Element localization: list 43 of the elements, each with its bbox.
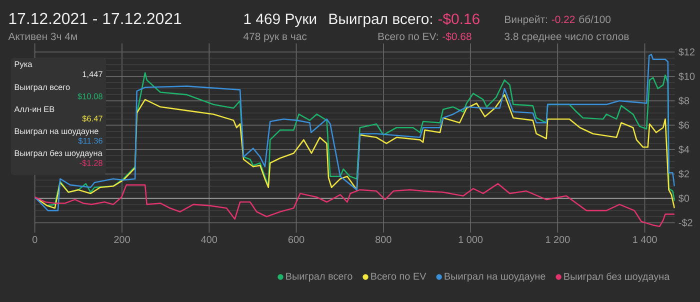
annotation: $11.36 — [78, 137, 102, 144]
text: 3.8 среднее число столов — [504, 32, 629, 42]
chart-title: 17.12.2021 - 17.12.2021 — [9, 12, 182, 24]
y-tick-label: $6 — [678, 121, 690, 130]
text: Всего по EV: — [378, 32, 438, 40]
line-series — [34, 183, 675, 228]
chart-subtitle: Активен 3ч 4м — [8, 32, 77, 40]
legend-label: Всего по EV — [371, 272, 426, 280]
text: 478 рук в час — [243, 32, 307, 42]
annotation: Выиграл всего — [14, 84, 70, 92]
text: Выиграл всего: — [329, 14, 432, 28]
x-tick-label: 600 — [288, 236, 304, 244]
text: Рука — [14, 61, 32, 69]
x-tick-label: 1 000 — [458, 236, 483, 244]
y-tick-label: -$2 — [678, 218, 692, 227]
annotation: Выиграл на шоудауне — [14, 128, 98, 136]
text: -$0.68 — [442, 32, 472, 41]
x-tick-label: 0 — [32, 236, 38, 244]
x-tick-label: 1 200 — [546, 236, 570, 244]
annotation: $6.47 — [82, 115, 102, 122]
y-tick-label: $0 — [678, 194, 690, 202]
legend-label: Выиграл на шоудауне — [444, 272, 546, 282]
x-tick-label: 1 400 — [633, 236, 657, 244]
y-tick-label: $8 — [678, 96, 690, 105]
legend-label: Выиграл всего — [286, 272, 352, 282]
text: Винрейт: — [505, 15, 548, 26]
annotation: Алл-ин EB — [14, 106, 54, 112]
annotation: 1,447 — [82, 71, 102, 78]
text: 1 469 Руки — [244, 14, 316, 28]
text: -$0.16 — [438, 12, 480, 26]
x-tick-label: 200 — [114, 236, 130, 244]
x-tick-label: 400 — [201, 236, 218, 244]
legend-label: Выиграл без шоудауна — [564, 272, 670, 282]
y-tick-label: $12 — [678, 48, 695, 56]
text: -0.22 — [552, 16, 575, 24]
x-tick-label: 800 — [376, 236, 392, 244]
y-tick-label: $4 — [678, 146, 690, 154]
annotation: Выиграл без шоудауна — [14, 150, 102, 158]
text: бб/100 — [579, 15, 611, 24]
annotation: -$1.28 — [80, 160, 102, 166]
annotation: $10.08 — [78, 93, 102, 100]
y-tick-label: $2 — [678, 170, 689, 178]
y-tick-label: $10 — [678, 72, 695, 80]
